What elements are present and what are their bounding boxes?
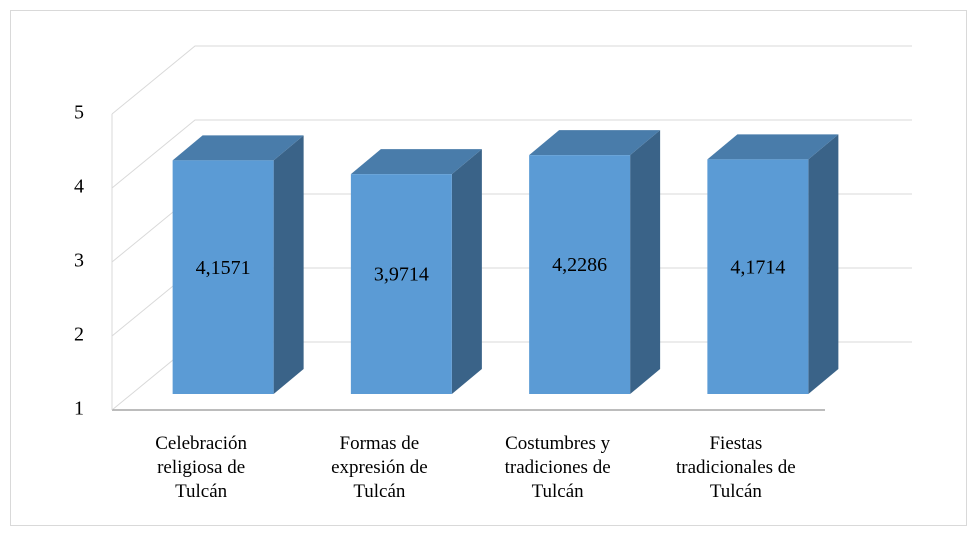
bar bbox=[172, 135, 304, 394]
bar-top bbox=[350, 149, 482, 175]
bar-side bbox=[630, 130, 661, 394]
grid-line bbox=[111, 45, 912, 115]
y-tick-label: 4 bbox=[74, 176, 84, 198]
data-label: 3,9714 bbox=[374, 264, 429, 286]
bar-top bbox=[529, 130, 661, 156]
bar-front bbox=[350, 174, 452, 394]
x-tick-label: Formas de expresión de Tulcán bbox=[331, 433, 428, 502]
data-label: 4,1714 bbox=[730, 256, 785, 278]
x-tick-label: Costumbres y tradiciones de Tulcán bbox=[504, 433, 611, 502]
bar bbox=[707, 134, 839, 394]
bar-front bbox=[707, 159, 809, 394]
bar-side bbox=[451, 149, 482, 394]
y-tick-label: 3 bbox=[74, 250, 84, 272]
bar-side bbox=[808, 134, 839, 394]
y-tick-label: 1 bbox=[74, 398, 84, 420]
bar-front bbox=[529, 155, 631, 394]
bar-side bbox=[273, 135, 304, 394]
x-tick-label: Celebración religiosa de Tulcán bbox=[155, 433, 248, 502]
x-tick-label: Fiestas tradicionales de Tulcán bbox=[675, 433, 796, 502]
bar-top bbox=[172, 135, 304, 161]
bar-top bbox=[707, 134, 839, 160]
y-tick-label: 5 bbox=[74, 102, 84, 124]
bar-front bbox=[172, 160, 274, 394]
bar bbox=[529, 130, 661, 394]
data-label: 4,1571 bbox=[196, 257, 251, 279]
y-tick-label: 2 bbox=[74, 324, 84, 346]
bar bbox=[350, 149, 482, 394]
data-label: 4,2286 bbox=[552, 254, 607, 276]
grid-line bbox=[111, 119, 912, 189]
